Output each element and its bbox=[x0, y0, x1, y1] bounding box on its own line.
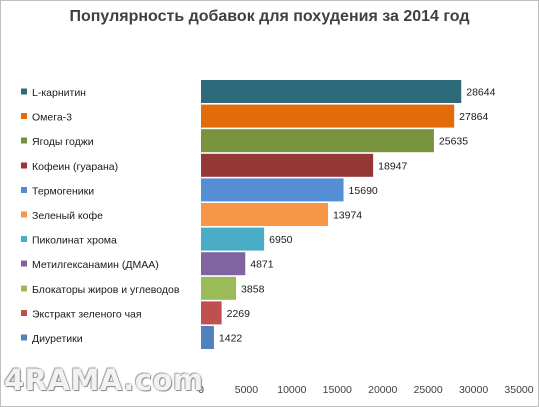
legend-marker bbox=[21, 309, 27, 316]
bar bbox=[201, 301, 222, 325]
bar bbox=[201, 203, 328, 226]
legend-label: Ягоды годжи bbox=[32, 136, 94, 148]
data-label: 25635 bbox=[439, 136, 468, 148]
bar bbox=[201, 276, 237, 300]
legend-label: Метилгексанамин (ДМАА) bbox=[32, 259, 159, 271]
x-tick-label: 5000 bbox=[235, 384, 259, 396]
legend-marker bbox=[21, 186, 27, 193]
x-tick-label: 0 bbox=[198, 384, 204, 396]
data-label: 6950 bbox=[269, 234, 293, 246]
legend-marker bbox=[21, 88, 27, 95]
bar bbox=[201, 227, 265, 251]
data-label: 27864 bbox=[459, 111, 488, 123]
x-tick-label: 35000 bbox=[504, 384, 533, 396]
data-label: 1422 bbox=[219, 333, 243, 345]
value-labels: 28644 27864 25635 18947 15690 13974 6950 4871 38… bbox=[219, 87, 496, 345]
legend-label: Термогеники bbox=[32, 185, 94, 197]
data-label: 13974 bbox=[333, 210, 362, 222]
data-label: 28644 bbox=[466, 87, 495, 99]
watermark-logo: 4RAMA.com bbox=[4, 363, 204, 397]
data-label: 3858 bbox=[241, 283, 265, 295]
bars bbox=[201, 80, 462, 349]
legend-label: Экстракт зеленого чая bbox=[32, 308, 142, 320]
bar bbox=[201, 326, 214, 349]
bar bbox=[201, 129, 434, 153]
legend: L-карнитин Омега-3 Ягоды годжи Кофеин (гуар… bbox=[21, 87, 180, 345]
legend-label: Зеленый кофе bbox=[32, 210, 103, 222]
legend-marker bbox=[21, 211, 27, 218]
bar bbox=[201, 153, 374, 177]
legend-marker bbox=[21, 285, 27, 292]
legend-marker bbox=[21, 260, 27, 267]
legend-label: Пиколинат хрома bbox=[32, 235, 117, 247]
legend-label: L-карнитин bbox=[32, 87, 86, 99]
bar bbox=[201, 178, 344, 202]
bar bbox=[201, 104, 455, 128]
data-label: 18947 bbox=[378, 160, 407, 172]
legend-label: Омега-3 bbox=[32, 112, 72, 124]
bar bbox=[201, 252, 246, 276]
x-tick-label: 10000 bbox=[277, 384, 306, 396]
data-label: 4871 bbox=[250, 259, 274, 271]
x-tick-label: 15000 bbox=[323, 384, 352, 396]
legend-label: Кофеин (гуарана) bbox=[32, 161, 118, 173]
x-tick-label: 20000 bbox=[368, 384, 397, 396]
legend-marker bbox=[21, 236, 27, 243]
legend-label: Диуретики bbox=[32, 333, 83, 345]
legend-marker bbox=[21, 137, 27, 144]
legend-label: Блокаторы жиров и углеводов bbox=[32, 284, 180, 296]
data-label: 2269 bbox=[227, 308, 251, 320]
legend-marker bbox=[21, 334, 27, 341]
bar bbox=[201, 80, 462, 103]
x-tick-label: 25000 bbox=[414, 384, 443, 396]
chart-title: Популярность добавок для похудения за 20… bbox=[69, 8, 470, 25]
x-axis: 0 5000 10000 15000 20000 25000 30000 35000 bbox=[198, 384, 534, 396]
x-tick-label: 30000 bbox=[459, 384, 488, 396]
data-label: 15690 bbox=[349, 185, 378, 197]
legend-marker bbox=[21, 162, 27, 169]
legend-marker bbox=[21, 113, 27, 120]
